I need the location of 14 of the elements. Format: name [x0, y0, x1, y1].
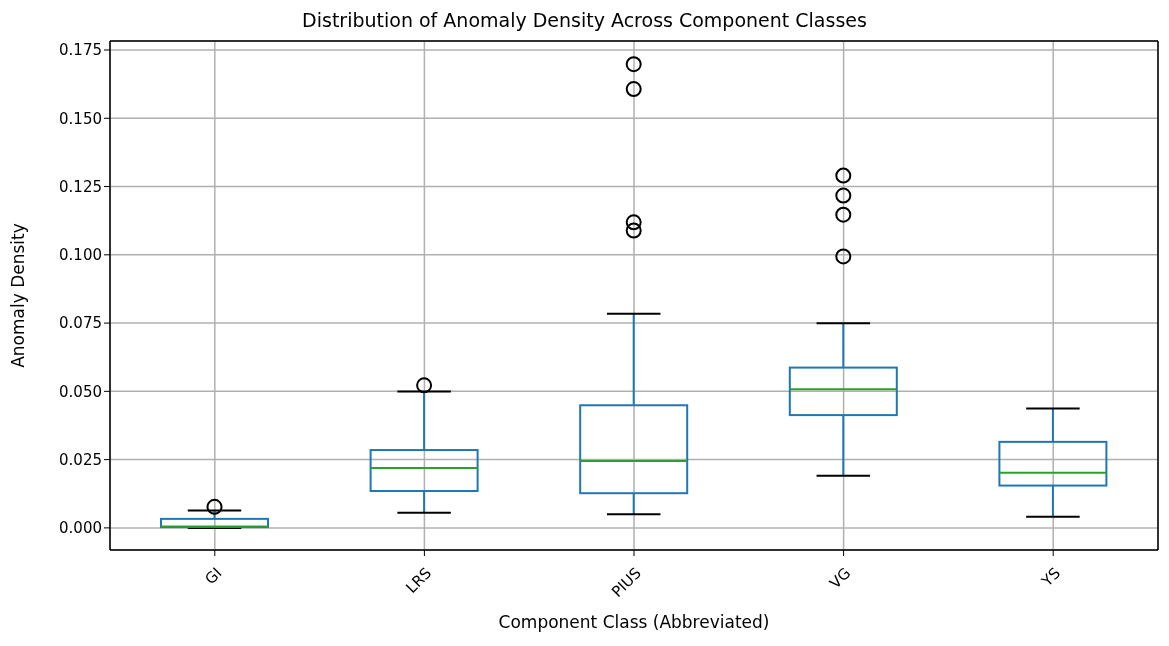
x-tick-label: YS	[1037, 564, 1064, 591]
y-tick-label: 0.150	[59, 109, 102, 128]
y-tick-label: 0.125	[59, 177, 102, 196]
x-axis-title: Component Class (Abbreviated)	[498, 612, 770, 632]
y-tick-label: 0.050	[59, 382, 102, 401]
y-tick-label: 0.000	[59, 519, 102, 538]
x-tick-label: VG	[826, 564, 855, 593]
y-axis-title: Anomaly Density	[8, 223, 29, 368]
y-tick-label: 0.075	[59, 314, 102, 333]
y-tick-label: 0.100	[59, 246, 102, 265]
x-tick-label: GI	[201, 564, 226, 589]
y-tick-label: 0.025	[59, 450, 102, 469]
y-tick-label: 0.175	[59, 41, 102, 60]
chart-title: Distribution of Anomaly Density Across Component Classes	[301, 8, 868, 33]
